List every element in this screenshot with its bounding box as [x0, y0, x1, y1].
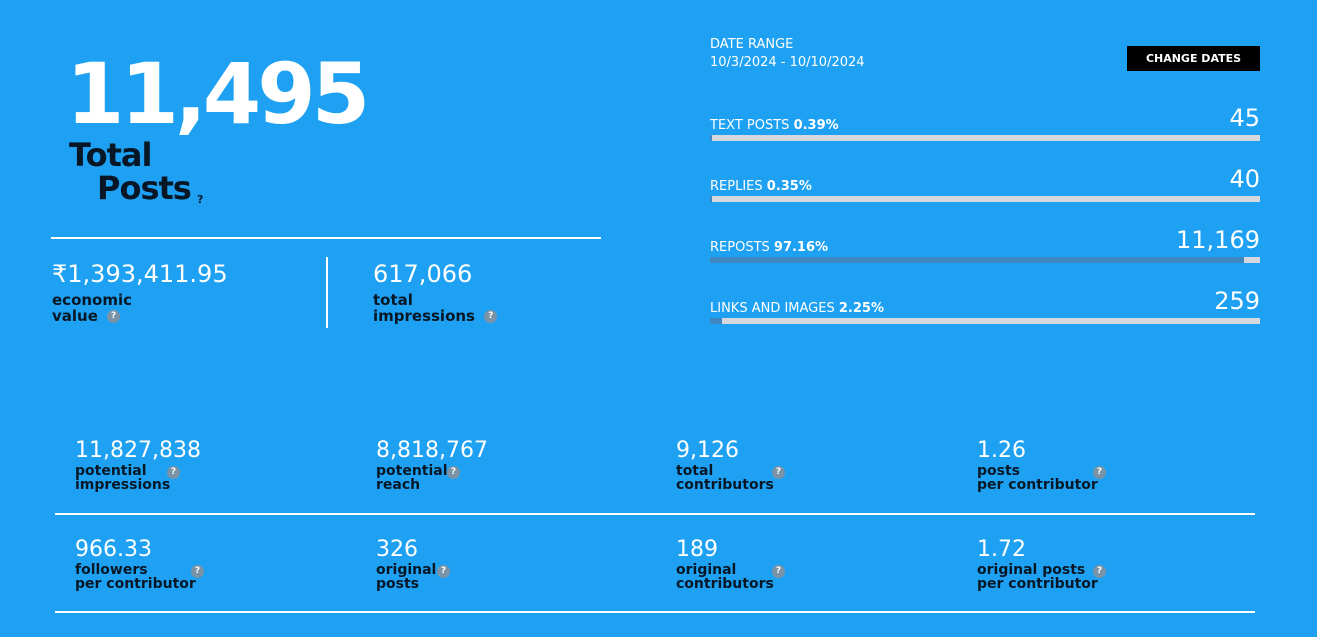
metric-label-line1: followers	[75, 562, 148, 578]
hero-vertical-divider	[326, 257, 328, 328]
metric-total-contributors: 9,126 total contributors ?	[676, 438, 906, 492]
metric-label-line2: reach	[376, 477, 421, 493]
help-icon[interactable]: ?	[484, 310, 498, 323]
breakdown-value: 259	[1214, 287, 1260, 315]
help-icon[interactable]: ?	[167, 466, 180, 479]
economic-value-block: ₹1,393,411.95 economic value ?	[52, 262, 228, 324]
breakdown-label: REPOSTS 97.16%	[710, 241, 828, 254]
breakdown-value: 11,169	[1176, 226, 1260, 254]
metric-label-line2: per contributor	[75, 576, 196, 592]
metrics-divider	[55, 513, 1255, 515]
breakdown-bar-fill	[710, 318, 723, 324]
metric-label-line2: contributors	[676, 576, 774, 592]
date-range-value: 10/3/2024 - 10/10/2024	[710, 55, 865, 70]
metric-original-posts: 326 original posts ?	[376, 537, 606, 591]
breakdown-value: 45	[1229, 104, 1260, 132]
metric-value: 9,126	[676, 438, 739, 463]
total-impressions-value: 617,066	[373, 260, 473, 288]
breakdown-label-text: REPLIES	[710, 179, 763, 194]
help-icon[interactable]: ?	[107, 310, 121, 323]
metric-label-line2: per contributor	[977, 477, 1098, 493]
total-impressions-block: 617,066 total impressions ?	[373, 260, 498, 325]
breakdown-value: 40	[1229, 165, 1260, 193]
metrics-divider	[55, 611, 1255, 613]
total-posts-label-line2: Posts	[97, 169, 192, 207]
metric-label-line1: original	[376, 562, 437, 578]
breakdown-label: TEXT POSTS 0.39%	[710, 119, 839, 132]
total-posts-value: 11,495	[66, 45, 370, 143]
metric-value: 11,827,838	[75, 438, 201, 463]
breakdown-label-text: TEXT POSTS	[710, 118, 790, 133]
metric-label-line1: original posts	[977, 562, 1086, 578]
breakdown-bar-fill	[710, 257, 1245, 263]
metric-original-contributors: 189 original contributors ?	[676, 537, 906, 591]
help-icon[interactable]: ?	[772, 565, 785, 578]
breakdown-percent: 2.25%	[838, 301, 884, 316]
breakdown-bar-track	[710, 257, 1260, 263]
metric-value: 966.33	[75, 537, 152, 562]
breakdown-label: REPLIES 0.35%	[710, 180, 812, 193]
metric-original-posts-per-contributor: 1.72 original posts per contributor ?	[977, 537, 1207, 591]
metric-label-line2: contributors	[676, 477, 774, 493]
breakdown-bar-track	[710, 196, 1260, 202]
metric-posts-per-contributor: 1.26 posts per contributor ?	[977, 438, 1207, 492]
impressions-label-line1: total	[373, 291, 413, 309]
metric-value: 1.72	[977, 537, 1026, 562]
breakdown-bar-fill	[710, 196, 713, 202]
breakdown-percent: 0.35%	[766, 179, 812, 194]
metric-potential-reach: 8,818,767 potential reach ?	[376, 438, 606, 493]
breakdown-row-reposts: REPOSTS 97.16% 11,169	[710, 227, 1260, 263]
help-icon[interactable]: ?	[772, 466, 785, 479]
breakdown-bar-fill	[710, 135, 713, 141]
breakdown-percent: 0.39%	[793, 118, 839, 133]
metric-label-line2: impressions	[75, 477, 171, 493]
metric-label-line2: per contributor	[977, 576, 1098, 592]
metric-label-line1: original	[676, 562, 737, 578]
breakdown-label-text: LINKS AND IMAGES	[710, 301, 835, 316]
breakdown-bar-track	[710, 135, 1260, 141]
hero-divider	[51, 237, 601, 239]
date-range-title: DATE RANGE	[710, 37, 794, 52]
help-icon[interactable]: ?	[1093, 565, 1106, 578]
economic-label-line1: economic	[52, 291, 133, 309]
breakdown-row-replies: REPLIES 0.35% 40	[710, 166, 1260, 202]
economic-value: ₹1,393,411.95	[52, 260, 228, 288]
breakdown-label: LINKS AND IMAGES 2.25%	[710, 302, 884, 315]
breakdown-percent: 97.16%	[773, 240, 829, 255]
help-icon[interactable]: ?	[197, 193, 204, 206]
metric-label-line1: posts	[977, 463, 1020, 479]
metric-value: 1.26	[977, 438, 1026, 463]
economic-label-line2: value	[52, 307, 98, 325]
breakdown-bar-track	[710, 318, 1260, 324]
metric-label-line2: posts	[376, 576, 419, 592]
help-icon[interactable]: ?	[191, 565, 204, 578]
economic-label-line2-row: value ?	[52, 308, 228, 324]
metric-label-line1: total	[676, 463, 714, 479]
impressions-label-line2: impressions	[373, 307, 475, 325]
metric-label-line1: potential	[75, 463, 147, 479]
metric-label-line1: potential	[376, 463, 448, 479]
metric-value: 189	[676, 537, 718, 562]
breakdown-row-links-images: LINKS AND IMAGES 2.25% 259	[710, 288, 1260, 324]
help-icon[interactable]: ?	[437, 565, 450, 578]
metric-value: 8,818,767	[376, 438, 488, 463]
help-icon[interactable]: ?	[447, 466, 460, 479]
impressions-label-line2-row: impressions ?	[373, 307, 498, 325]
metric-value: 326	[376, 537, 418, 562]
help-icon[interactable]: ?	[1093, 466, 1106, 479]
metric-followers-per-contributor: 966.33 followers per contributor ?	[75, 537, 305, 591]
change-dates-button[interactable]: CHANGE DATES	[1127, 46, 1260, 71]
total-posts-label-line1: Total	[69, 136, 152, 174]
metric-potential-impressions: 11,827,838 potential impressions ?	[75, 438, 305, 493]
breakdown-label-text: REPOSTS	[710, 240, 770, 255]
breakdown-row-text-posts: TEXT POSTS 0.39% 45	[710, 105, 1260, 141]
